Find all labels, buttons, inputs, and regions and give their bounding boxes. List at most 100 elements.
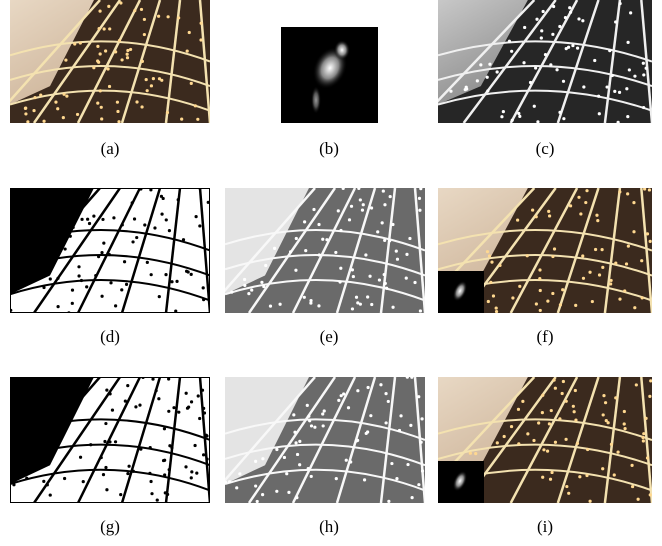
light-dot <box>637 498 640 501</box>
light-dot <box>293 431 296 434</box>
light-dot <box>347 406 350 409</box>
light-dot <box>62 93 65 96</box>
light-dot <box>310 424 313 427</box>
light-dot <box>73 42 76 45</box>
light-dot <box>378 278 381 281</box>
light-dot <box>602 394 605 397</box>
light-dot <box>198 417 201 420</box>
light-dot <box>381 221 384 224</box>
light-dot <box>49 277 52 280</box>
light-dot <box>275 448 278 451</box>
light-dot <box>574 304 577 307</box>
light-dot <box>585 189 588 192</box>
light-dot <box>376 230 379 233</box>
light-dot <box>185 270 188 273</box>
light-dot <box>158 77 161 80</box>
light-dot <box>351 268 354 271</box>
light-dot <box>496 70 499 73</box>
light-dot <box>579 212 582 215</box>
light-dot <box>177 198 180 201</box>
light-dot <box>391 306 394 309</box>
light-dot <box>542 448 545 451</box>
light-dot <box>119 1 122 4</box>
light-dot <box>351 307 354 310</box>
light-dot <box>546 449 549 452</box>
light-dot <box>71 289 74 292</box>
light-dot <box>295 237 298 240</box>
light-dot <box>526 432 529 435</box>
light-dot <box>323 409 326 412</box>
light-dot <box>143 33 146 36</box>
light-dot <box>307 415 310 418</box>
light-dot <box>96 45 99 48</box>
light-dot <box>307 467 310 470</box>
light-dot <box>77 265 80 268</box>
light-dot <box>384 282 387 285</box>
light-dot <box>489 281 492 284</box>
light-dot <box>625 262 628 265</box>
light-dot <box>26 120 29 123</box>
light-dot <box>312 208 315 211</box>
light-dot <box>613 473 616 476</box>
light-dot <box>387 400 390 403</box>
light-dot <box>613 90 616 93</box>
light-dot <box>150 273 153 276</box>
light-dot <box>202 407 205 410</box>
light-dot <box>116 101 119 104</box>
panel <box>417 187 652 313</box>
light-dot <box>355 296 358 299</box>
light-dot <box>544 53 547 56</box>
light-dot <box>139 448 142 451</box>
light-dot <box>152 77 155 80</box>
light-dot <box>548 422 551 425</box>
light-dot <box>182 238 185 241</box>
light-dot <box>198 224 201 227</box>
light-dot <box>64 247 67 250</box>
light-dot <box>143 18 146 21</box>
light-dot <box>623 289 626 292</box>
light-dot <box>618 91 621 94</box>
light-dot <box>273 247 276 250</box>
light-dot <box>549 478 552 481</box>
light-dot <box>298 463 301 466</box>
light-dot <box>103 27 106 30</box>
light-dot <box>153 226 156 229</box>
light-dot <box>487 300 490 303</box>
light-dot <box>126 56 129 59</box>
light-dot <box>356 389 359 392</box>
light-dot <box>574 389 577 392</box>
light-dot <box>86 218 89 221</box>
light-dot <box>104 49 107 52</box>
light-dot <box>610 279 613 282</box>
panel <box>281 27 378 123</box>
light-dot <box>94 274 97 277</box>
light-dot <box>382 189 385 192</box>
light-dot <box>88 222 91 225</box>
light-dot <box>102 242 105 245</box>
light-dot <box>585 474 588 477</box>
light-dot <box>114 440 117 443</box>
light-dot <box>588 271 591 274</box>
light-dot <box>243 284 246 287</box>
light-dot <box>486 76 489 79</box>
light-dot <box>535 215 538 218</box>
light-dot <box>540 29 543 32</box>
light-dot <box>317 304 320 307</box>
light-dot <box>546 300 549 303</box>
light-dot <box>554 387 557 390</box>
light-dot <box>42 286 45 289</box>
light-dot <box>366 295 369 298</box>
light-dot <box>313 426 316 429</box>
light-dot <box>148 472 151 475</box>
light-dot <box>492 294 495 297</box>
panel-caption: (e) <box>320 327 339 346</box>
light-dot <box>114 50 117 53</box>
light-dot <box>162 459 165 462</box>
light-dot <box>498 264 501 267</box>
light-dot <box>49 493 52 496</box>
light-dot <box>508 40 511 43</box>
light-dot <box>398 429 401 432</box>
light-dot <box>167 410 170 413</box>
light-dot <box>197 394 200 397</box>
light-dot <box>502 110 505 113</box>
